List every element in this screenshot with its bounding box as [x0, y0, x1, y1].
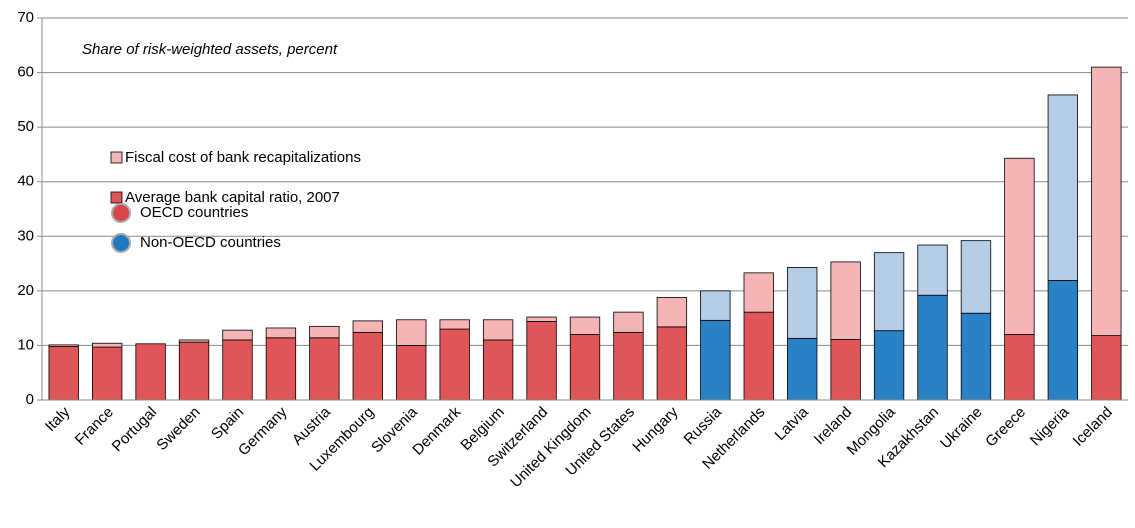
bar-segment: [439, 319, 470, 330]
bar-segment: [265, 327, 297, 339]
bar-segment: [396, 319, 427, 346]
bar-segment: [656, 326, 688, 401]
bar-segment: [613, 331, 644, 401]
bar-segment: [569, 334, 601, 401]
legend-label: Non-OECD countries: [140, 234, 281, 251]
bar-segment: [787, 337, 818, 401]
legend-label: Average bank capital ratio, 2007: [125, 189, 340, 206]
x-tick-label: Denmark: [409, 403, 464, 458]
bar-segment: [91, 346, 123, 401]
bar-segment: [830, 339, 861, 401]
bar-segment: [222, 329, 253, 341]
bar-segment: [222, 339, 253, 401]
legend-swatch: [110, 191, 123, 204]
bar-segment: [960, 312, 992, 401]
bar-segment: [352, 331, 383, 401]
bar-segment: [265, 337, 297, 401]
bar-segment: [309, 337, 340, 401]
x-tick-label: Hungary: [629, 403, 681, 455]
bar-segment: [48, 344, 79, 347]
x-tick-label: Spain: [208, 404, 247, 443]
bar-segment: [482, 339, 514, 401]
bar-segment: [1004, 334, 1035, 401]
bar-segment: [700, 319, 731, 401]
bar-segment: [743, 272, 774, 313]
bar-segment: [1047, 94, 1079, 281]
chart-subtitle: Share of risk-weighted assets, percent: [82, 41, 338, 58]
bar-segment: [91, 342, 123, 348]
bar-segment: [700, 290, 731, 321]
bar-segment: [873, 330, 905, 401]
bar-segment: [1091, 335, 1122, 401]
bar-segment: [613, 311, 644, 333]
y-tick-label: 10: [17, 336, 34, 353]
bar-segment: [1091, 66, 1122, 337]
y-tick-label: 40: [17, 173, 34, 190]
x-tick-label: Greece: [982, 404, 1029, 451]
bar-segment: [917, 244, 948, 296]
bar-segment: [48, 346, 79, 401]
bar-segment: [135, 343, 166, 401]
x-tick-label: Germany: [235, 403, 291, 459]
x-tick-label: Latvia: [772, 403, 813, 444]
bar-segment: [178, 339, 210, 343]
y-tick-label: 30: [17, 227, 34, 244]
legend-swatch: [110, 151, 123, 164]
bar-segment: [439, 328, 470, 401]
x-tick-label: Portugal: [109, 404, 161, 456]
legend-label: OECD countries: [140, 204, 248, 221]
bar-segment: [830, 261, 861, 340]
bar-segment: [960, 240, 992, 314]
x-tick-label: Nigeria: [1027, 403, 1073, 449]
bar-segment: [309, 325, 340, 339]
x-tick-label: Ukraine: [937, 404, 986, 453]
legend-marker: [111, 203, 131, 223]
bar-segment: [1047, 280, 1079, 401]
bar-segment: [1004, 157, 1035, 335]
bar-segment: [526, 316, 557, 322]
bar-segment: [873, 252, 905, 332]
bar-segment: [656, 297, 688, 328]
bar-segment: [526, 321, 557, 401]
bar-segment: [917, 294, 948, 401]
bar-segment: [352, 320, 383, 333]
bar-segment: [482, 319, 514, 341]
bar-segment: [569, 316, 601, 335]
x-tick-label: Sweden: [153, 404, 203, 454]
bar-segment: [787, 266, 818, 339]
y-tick-label: 70: [17, 9, 34, 26]
bar-segment: [743, 311, 774, 401]
y-tick-label: 0: [26, 391, 34, 408]
y-tick-label: 60: [17, 64, 34, 81]
legend-marker: [111, 233, 131, 253]
legend-label: Fiscal cost of bank recapitalizations: [125, 149, 361, 166]
x-tick-label: Iceland: [1070, 404, 1116, 450]
bar-segment: [396, 345, 427, 401]
y-tick-label: 50: [17, 118, 34, 135]
y-tick-label: 20: [17, 282, 34, 299]
x-tick-label: Italy: [42, 403, 74, 435]
bar-segment: [178, 341, 210, 401]
